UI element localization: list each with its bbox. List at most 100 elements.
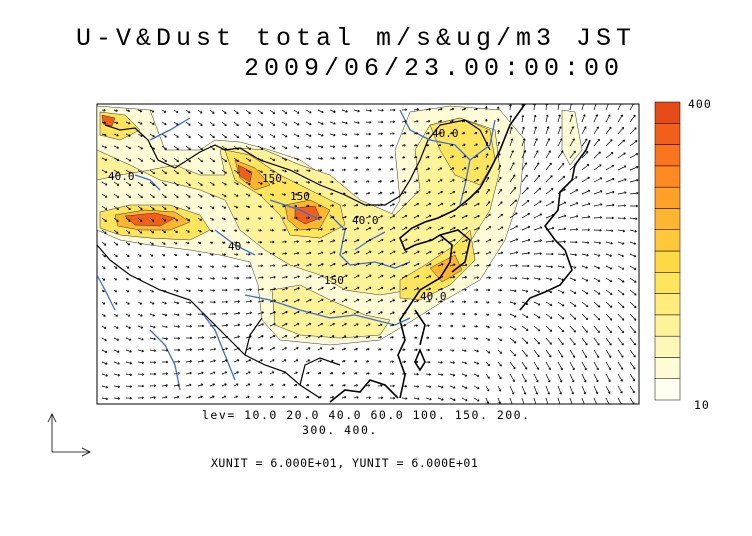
- wind-arrow: [245, 241, 250, 244]
- wind-arrow: [497, 373, 502, 380]
- wind-arrow: [305, 322, 312, 327]
- wind-arrow: [461, 107, 467, 111]
- wind-arrow: [305, 157, 312, 161]
- wind-arrow: [533, 337, 540, 345]
- wind-arrow: [293, 310, 300, 315]
- wind-arrow: [173, 121, 179, 126]
- wind-arrow: [329, 180, 334, 184]
- wind-arrow: [581, 104, 585, 111]
- wind-arrow: [293, 181, 299, 184]
- wind-arrow: [245, 288, 252, 291]
- wind-arrow: [425, 324, 430, 328]
- wind-arrow: [281, 359, 287, 363]
- wind-arrow: [581, 126, 587, 135]
- wind-arrow: [401, 108, 408, 112]
- wind-arrow: [161, 349, 169, 352]
- contour-label: 150: [290, 190, 310, 203]
- wind-arrow: [209, 289, 216, 292]
- wind-arrow: [425, 132, 430, 135]
- wind-arrow: [377, 144, 383, 147]
- wind-arrow: [497, 164, 501, 171]
- wind-arrow: [449, 300, 455, 303]
- wind-arrow: [629, 127, 637, 135]
- wind-arrow: [401, 372, 407, 376]
- wind-arrow: [353, 286, 360, 291]
- colorbar: [654, 101, 681, 401]
- wind-arrow: [257, 371, 263, 375]
- wind-arrow: [197, 241, 202, 244]
- wind-arrow: [593, 177, 603, 183]
- wind-arrow: [629, 114, 636, 123]
- wind-arrow: [125, 325, 131, 329]
- wind-arrow: [521, 187, 529, 195]
- wind-arrow: [137, 157, 144, 162]
- wind-arrow: [437, 312, 442, 316]
- wind-arrow: [365, 335, 371, 339]
- wind-arrow: [293, 157, 300, 161]
- wind-arrow: [305, 263, 312, 267]
- wind-arrow: [269, 181, 275, 185]
- wind-arrow: [245, 133, 252, 139]
- wind-arrow: [269, 121, 276, 126]
- wind-arrow: [629, 140, 638, 147]
- wind-arrow: [509, 212, 518, 219]
- wind-arrow: [281, 275, 288, 279]
- wind-arrow: [125, 133, 131, 137]
- wind-arrow: [533, 126, 537, 135]
- wind-arrow: [473, 131, 478, 135]
- wind-arrow: [509, 361, 516, 370]
- wind-arrow: [197, 289, 204, 292]
- wind-arrow: [473, 227, 480, 231]
- contour-label: 150: [324, 274, 344, 287]
- wind-arrow: [185, 253, 190, 256]
- wind-arrow: [389, 287, 396, 291]
- wind-arrow: [149, 205, 155, 210]
- wind-arrow: [269, 252, 275, 256]
- wind-arrow: [365, 144, 371, 148]
- wind-arrow: [533, 325, 541, 332]
- wind-arrow: [401, 324, 407, 327]
- wind-arrow: [473, 385, 480, 390]
- contour-labels: 40.0 150 40.0 150 40.0 40 150 40.0: [108, 127, 459, 303]
- wind-arrow: [401, 287, 408, 291]
- wind-arrow: [485, 176, 490, 183]
- wind-arrow: [413, 179, 419, 183]
- wind-arrow: [377, 238, 384, 243]
- wind-arrow: [101, 277, 106, 281]
- wind-arrow: [125, 337, 132, 341]
- wind-arrow: [533, 213, 543, 219]
- wind-arrow: [281, 263, 288, 267]
- wind-arrow: [401, 214, 408, 219]
- wind-arrow: [185, 241, 190, 245]
- wind-arrow: [161, 169, 167, 175]
- wind-arrow: [617, 191, 627, 195]
- wind-arrow: [617, 277, 625, 283]
- wind-arrow: [377, 299, 384, 303]
- wind-arrow: [557, 277, 564, 281]
- wind-arrow: [377, 311, 383, 315]
- wind-arrow: [605, 114, 611, 123]
- wind-arrow: [425, 348, 430, 352]
- wind-arrow: [209, 324, 217, 327]
- wind-arrow: [617, 178, 627, 183]
- wind-arrow: [353, 250, 360, 255]
- wind-arrow: [617, 139, 625, 147]
- wind-arrow: [605, 289, 613, 295]
- wind-arrow: [245, 335, 252, 339]
- wind-arrow: [437, 373, 444, 377]
- wind-arrow: [113, 277, 117, 281]
- wind-arrow: [149, 193, 155, 199]
- wind-arrow: [593, 253, 601, 257]
- wind-arrow: [209, 312, 216, 316]
- wind-arrow: [485, 276, 491, 279]
- wind-arrow: [233, 133, 239, 139]
- wind-arrow: [581, 385, 587, 395]
- wind-arrow: [389, 336, 394, 339]
- wind-arrow: [161, 301, 167, 305]
- wind-arrow: [629, 373, 636, 382]
- wind-arrow: [257, 383, 262, 387]
- wind-arrow: [545, 126, 550, 135]
- wind-arrow: [437, 336, 442, 340]
- wind-arrow: [161, 265, 165, 268]
- wind-arrow: [389, 132, 395, 135]
